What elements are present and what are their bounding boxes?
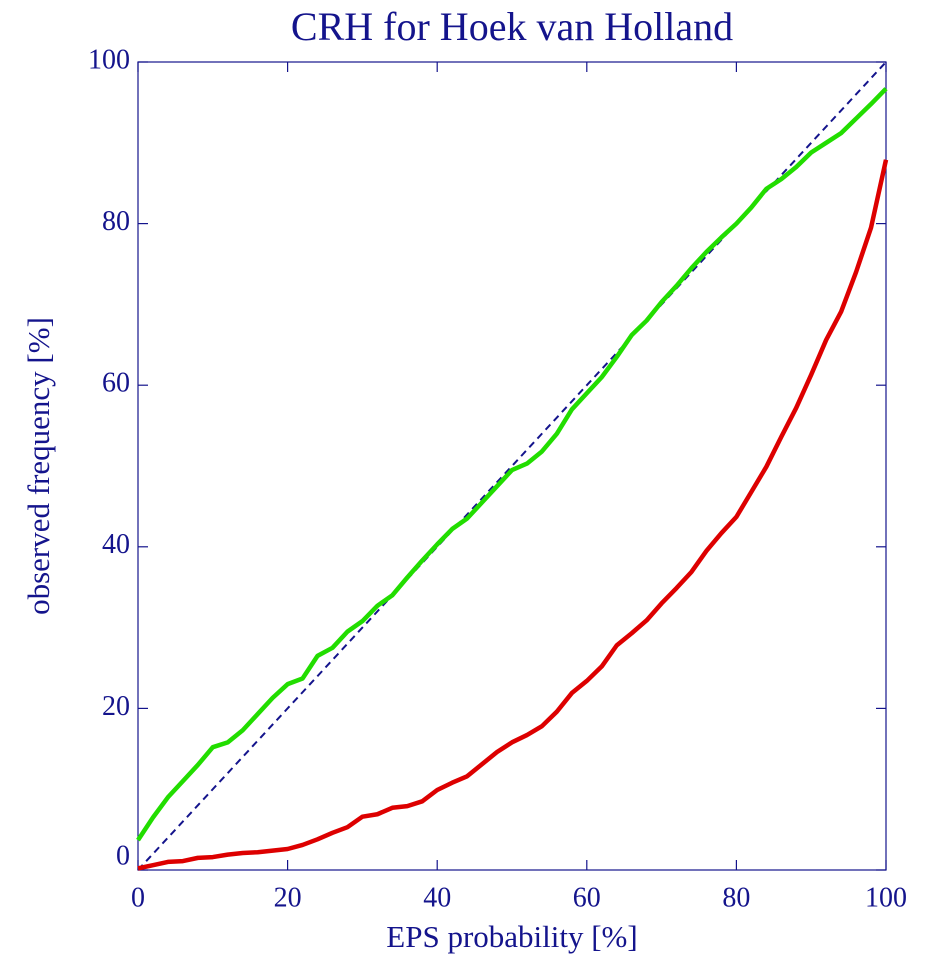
y-tick-label: 40	[102, 529, 130, 560]
plot-frame	[137, 61, 887, 871]
x-tick-label: 60	[573, 882, 601, 913]
x-tick-label: 40	[423, 882, 451, 913]
x-tick-label: 100	[865, 882, 907, 913]
x-tick-label: 80	[722, 882, 750, 913]
y-tick-label: 80	[102, 206, 130, 237]
y-tick-label: 100	[88, 44, 130, 75]
chart-title: CRH for Hoek van Holland	[291, 4, 733, 49]
y-tick-label: 0	[116, 840, 130, 871]
y-tick-label: 60	[102, 368, 130, 399]
series-line	[137, 159, 889, 871]
series-line	[136, 87, 888, 842]
x-tick-label: 20	[274, 882, 302, 913]
x-tick-label: 0	[131, 882, 145, 913]
y-axis-label: observed frequency [%]	[21, 317, 56, 615]
y-tick-label: 20	[102, 691, 130, 722]
x-axis-label: EPS probability [%]	[386, 919, 637, 954]
